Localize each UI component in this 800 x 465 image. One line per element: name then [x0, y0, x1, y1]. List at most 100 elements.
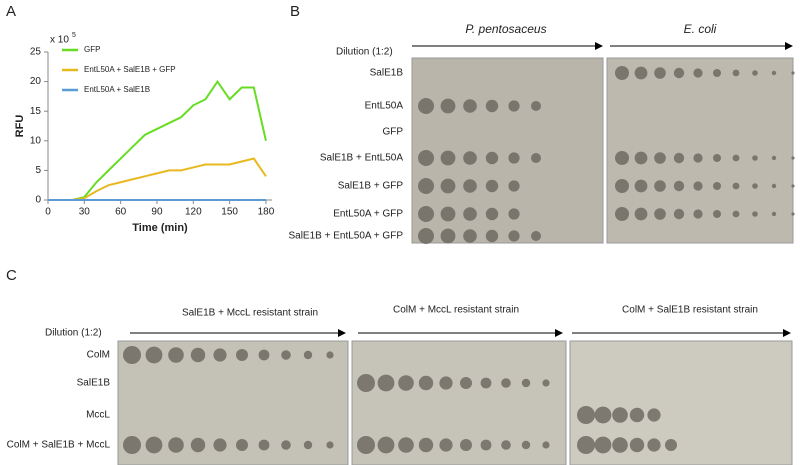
row-label: MccL	[86, 410, 110, 421]
spot	[771, 155, 777, 161]
spot	[485, 151, 499, 165]
spot	[791, 71, 795, 75]
spot	[521, 440, 531, 450]
column-title: E. coli	[684, 22, 717, 36]
spot	[673, 152, 685, 164]
spot	[594, 436, 612, 454]
spot	[485, 99, 499, 113]
spot	[145, 346, 163, 364]
x-tick-label: 150	[221, 207, 238, 218]
spot	[508, 180, 520, 192]
spot	[145, 436, 163, 454]
row-label: SalE1B + EntL50A	[320, 153, 403, 164]
spot	[168, 437, 184, 453]
spot	[460, 377, 472, 389]
panel-label: C	[6, 267, 17, 284]
dilution-label: Dilution (1:2)	[336, 47, 393, 58]
spot	[612, 407, 628, 423]
spot	[326, 351, 334, 359]
spot	[398, 437, 414, 453]
row-label: GFP	[382, 127, 403, 138]
spot	[615, 66, 629, 80]
spot	[752, 211, 758, 217]
spot	[542, 379, 550, 387]
spot	[654, 67, 666, 79]
spot	[303, 440, 313, 450]
spot	[480, 377, 492, 389]
spot	[326, 441, 334, 449]
spot	[791, 156, 795, 160]
spot	[654, 208, 666, 220]
plate-photo	[411, 57, 604, 244]
spot	[440, 228, 456, 244]
panel-label: B	[290, 3, 300, 20]
spot	[439, 376, 453, 390]
y-tick-label: 5	[35, 165, 41, 176]
spot	[615, 207, 629, 221]
spot	[531, 101, 541, 111]
spot	[440, 150, 456, 166]
column-title: SalE1B + MccL resistant strain	[182, 308, 318, 319]
spot	[463, 229, 477, 243]
spot	[213, 348, 227, 362]
spot	[508, 208, 520, 220]
spot	[577, 406, 595, 424]
scale-label: x 10	[50, 35, 69, 46]
spot	[531, 231, 541, 241]
legend-label: EntL50A + SalE1B + GFP	[84, 65, 176, 74]
spot	[732, 182, 740, 190]
row-label: SalE1B	[77, 378, 111, 389]
spot	[665, 439, 677, 451]
spot	[542, 441, 550, 449]
spot	[485, 207, 499, 221]
spot	[460, 439, 472, 451]
spot	[440, 206, 456, 222]
x-tick-label: 180	[258, 207, 275, 218]
row-label: SalE1B + EntL50A + GFP	[288, 231, 403, 242]
spot	[440, 98, 456, 114]
y-tick-label: 20	[30, 76, 42, 87]
spot	[190, 347, 206, 363]
spot	[123, 346, 141, 364]
spot	[771, 211, 777, 217]
row-label: ColM	[87, 350, 110, 361]
spot	[281, 440, 291, 450]
spot	[634, 151, 648, 165]
spot	[418, 178, 434, 194]
spot	[418, 228, 434, 244]
spot	[463, 151, 477, 165]
spot	[693, 209, 703, 219]
spot	[521, 378, 531, 388]
legend-label: GFP	[84, 45, 100, 54]
spot	[752, 183, 758, 189]
spot	[303, 350, 313, 360]
spot	[213, 438, 227, 452]
y-tick-label: 25	[30, 47, 42, 58]
y-tick-label: 10	[30, 135, 42, 146]
spot	[418, 98, 434, 114]
spot	[236, 439, 248, 451]
spot	[501, 440, 511, 450]
spot	[485, 229, 499, 243]
row-label: ColM + SalE1B + MccL	[7, 440, 111, 451]
spot	[577, 436, 595, 454]
x-tick-label: 0	[45, 207, 51, 218]
spot	[629, 407, 645, 423]
spot	[673, 208, 685, 220]
row-label: SalE1B	[370, 68, 404, 79]
spot	[732, 154, 740, 162]
spot	[258, 349, 270, 361]
spot	[258, 439, 270, 451]
column-title: P. pentosaceus	[465, 22, 546, 36]
dilution-label: Dilution (1:2)	[45, 328, 102, 339]
spot	[418, 375, 434, 391]
y-axis-title: RFU	[14, 115, 26, 138]
spot	[377, 374, 395, 392]
x-tick-label: 30	[79, 207, 91, 218]
spot	[612, 437, 628, 453]
spot	[752, 70, 758, 76]
spot	[647, 408, 661, 422]
spot	[673, 180, 685, 192]
spot	[439, 438, 453, 452]
